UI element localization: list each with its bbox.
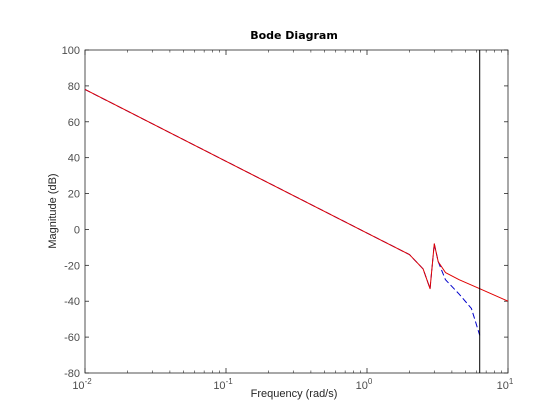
x-tick-label: 101: [497, 377, 514, 392]
chart-title: Bode Diagram: [250, 29, 338, 42]
y-tick-label: -40: [64, 296, 80, 308]
x-tick-label-exponent: 0: [368, 377, 373, 386]
y-tick-label: 60: [68, 117, 80, 129]
y-tick-label: -20: [64, 260, 80, 272]
y-axis-label: Magnitude (dB): [47, 173, 59, 248]
x-tick-label: 100: [356, 377, 373, 392]
x-axis-ticks: 10-2 10-1 100 101: [72, 50, 514, 392]
y-axis-ticks: -80 -60 -40 -20 0 20 40 60 80 100: [62, 45, 508, 380]
y-tick-label: 40: [68, 153, 80, 165]
series-line-1: [84, 89, 509, 302]
y-tick-label: 20: [68, 189, 80, 201]
y-tick-label: 0: [74, 224, 80, 236]
x-tick-label-base: 10: [497, 380, 509, 392]
x-tick-label-exponent: 1: [509, 377, 514, 386]
series-layer: [84, 89, 509, 336]
x-tick-label: 10-2: [72, 377, 92, 392]
y-tick-label: -80: [64, 368, 80, 380]
x-tick-label: 10-1: [213, 377, 233, 392]
x-tick-label-base: 10: [356, 380, 368, 392]
x-tick-label-base: 10: [72, 380, 84, 392]
x-tick-label-base: 10: [213, 380, 225, 392]
y-tick-label: 100: [62, 45, 80, 57]
x-axis-label: Frequency (rad/s): [251, 388, 338, 400]
x-tick-label-exponent: -2: [85, 377, 93, 386]
plot-area-frame: [84, 49, 509, 374]
x-tick-label-exponent: -1: [226, 377, 234, 386]
y-tick-label: 80: [68, 81, 80, 93]
y-tick-label: -60: [64, 332, 80, 344]
